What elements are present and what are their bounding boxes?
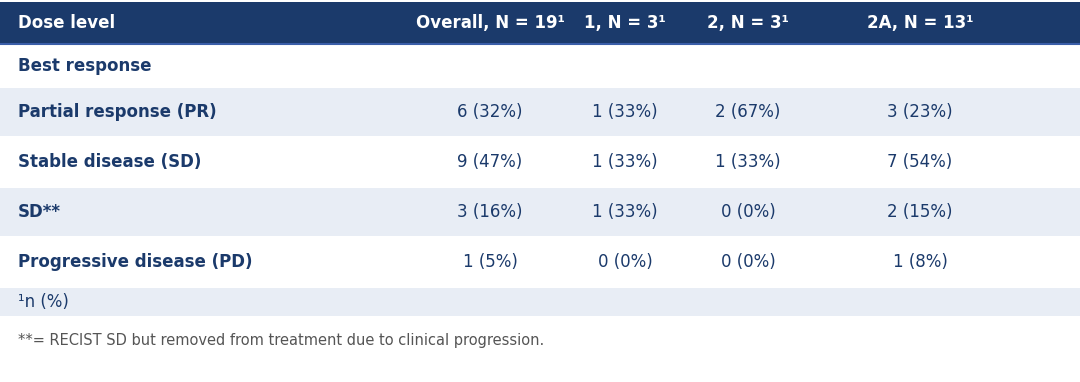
Text: 3 (23%): 3 (23%)	[887, 103, 953, 121]
Text: 2 (67%): 2 (67%)	[715, 103, 781, 121]
Text: 1 (33%): 1 (33%)	[715, 153, 781, 171]
Text: 6 (32%): 6 (32%)	[457, 103, 523, 121]
Bar	[0, 46, 1080, 86]
Text: Best response: Best response	[18, 57, 151, 75]
Text: 9 (47%): 9 (47%)	[457, 153, 523, 171]
Text: 1 (8%): 1 (8%)	[892, 253, 947, 271]
Bar	[0, 288, 1080, 316]
Text: 3 (16%): 3 (16%)	[457, 203, 523, 221]
Text: 1 (33%): 1 (33%)	[592, 153, 658, 171]
Text: 0 (0%): 0 (0%)	[720, 253, 775, 271]
Text: 7 (54%): 7 (54%)	[888, 153, 953, 171]
Text: Stable disease (SD): Stable disease (SD)	[18, 153, 201, 171]
Text: 0 (0%): 0 (0%)	[597, 253, 652, 271]
Bar	[0, 188, 1080, 236]
Text: Overall, N = 19¹: Overall, N = 19¹	[416, 14, 565, 32]
Text: 1 (5%): 1 (5%)	[462, 253, 517, 271]
Text: 2, N = 3¹: 2, N = 3¹	[707, 14, 788, 32]
Text: ¹n (%): ¹n (%)	[18, 293, 69, 311]
Text: 1 (33%): 1 (33%)	[592, 103, 658, 121]
Text: Dose level: Dose level	[18, 14, 116, 32]
Bar	[0, 138, 1080, 186]
Bar	[0, 238, 1080, 286]
Text: 1 (33%): 1 (33%)	[592, 203, 658, 221]
Text: 2A, N = 13¹: 2A, N = 13¹	[867, 14, 973, 32]
Text: **= RECIST SD but removed from treatment due to clinical progression.: **= RECIST SD but removed from treatment…	[18, 332, 544, 348]
Text: SD**: SD**	[18, 203, 60, 221]
Text: 1, N = 3¹: 1, N = 3¹	[584, 14, 666, 32]
Bar	[0, 88, 1080, 136]
Text: Partial response (PR): Partial response (PR)	[18, 103, 217, 121]
Text: 2 (15%): 2 (15%)	[888, 203, 953, 221]
Bar	[0, 2, 1080, 44]
Text: Progressive disease (PD): Progressive disease (PD)	[18, 253, 253, 271]
Text: 0 (0%): 0 (0%)	[720, 203, 775, 221]
